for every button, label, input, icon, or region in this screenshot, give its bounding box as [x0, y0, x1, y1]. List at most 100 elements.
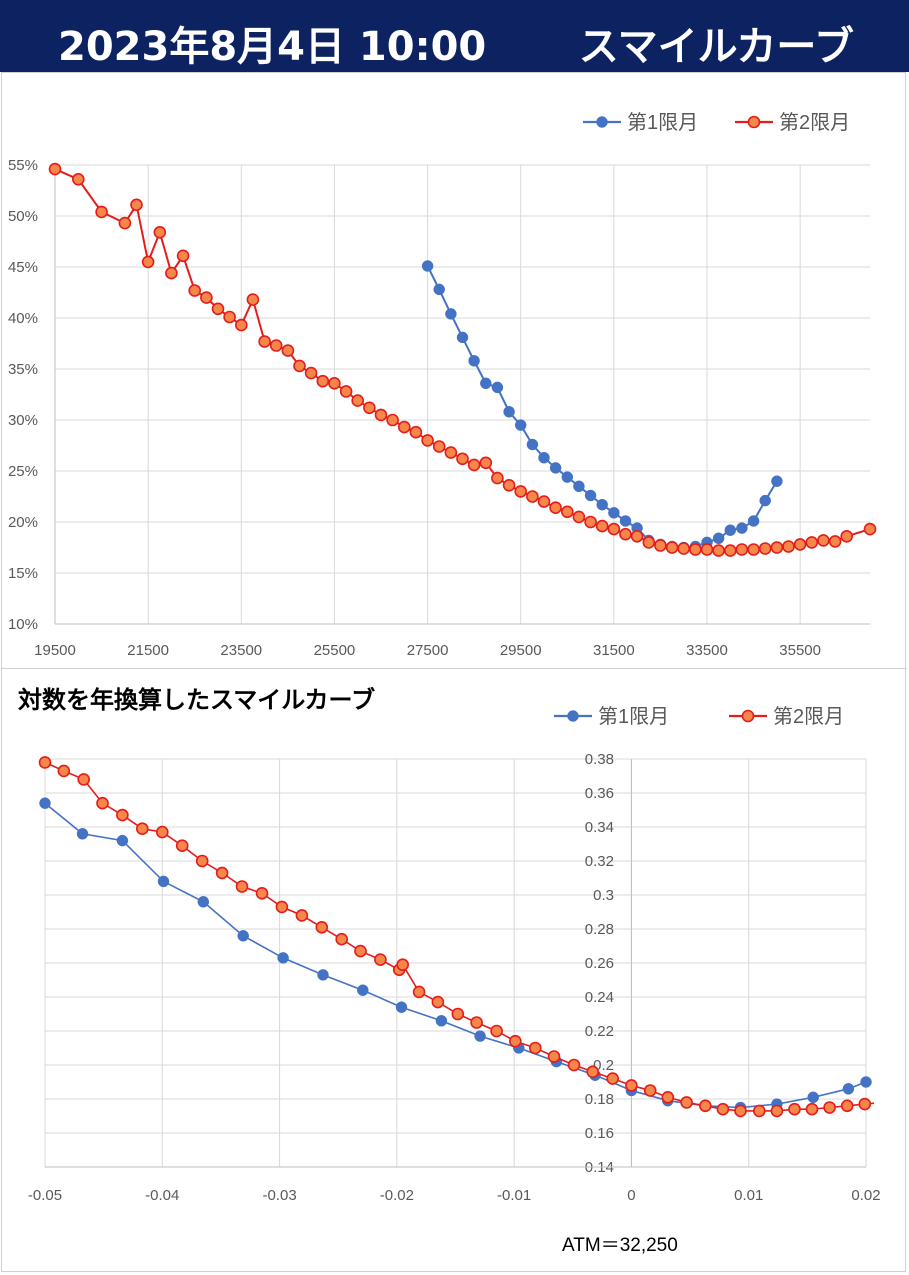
- chart-frame: [1, 72, 906, 1272]
- data-point: [116, 808, 129, 822]
- data-point: [560, 505, 574, 519]
- data-point: [48, 162, 62, 176]
- data-point: [374, 408, 388, 422]
- x-tick-label: -0.03: [262, 1187, 296, 1204]
- data-point: [538, 451, 550, 464]
- data-point: [842, 1083, 855, 1095]
- data-point: [528, 1041, 542, 1055]
- x-tick-label: 31500: [593, 642, 635, 659]
- y-tick-label: 45%: [8, 259, 38, 276]
- data-point: [258, 335, 271, 348]
- data-point: [549, 462, 562, 474]
- data-point: [304, 366, 318, 380]
- data-point: [237, 930, 249, 942]
- data-point: [118, 216, 132, 230]
- data-point: [619, 515, 632, 527]
- data-point: [503, 406, 515, 418]
- data-point: [175, 839, 189, 852]
- data-point: [479, 456, 493, 470]
- x-tick-label: 21500: [127, 642, 169, 659]
- data-point: [805, 1102, 819, 1116]
- series-line: [44, 802, 867, 1109]
- data-point: [514, 419, 527, 431]
- data-point: [277, 952, 289, 964]
- data-point: [606, 1072, 620, 1085]
- data-point: [153, 226, 167, 239]
- data-point: [537, 495, 551, 508]
- legend-marker: [567, 710, 579, 722]
- data-point: [586, 1065, 600, 1079]
- x-tick-label: 29500: [500, 642, 542, 659]
- data-point: [840, 1099, 854, 1113]
- atm-annotation: ATM＝32,250: [562, 1235, 678, 1256]
- legend-marker: [747, 115, 761, 129]
- data-point: [689, 543, 702, 556]
- data-point: [480, 377, 492, 390]
- data-point: [409, 425, 423, 439]
- y-tick-label: 0.16: [585, 1125, 614, 1142]
- data-point: [549, 501, 562, 515]
- data-point: [474, 1030, 486, 1042]
- data-point: [759, 494, 771, 507]
- y-tick-label: 35%: [8, 361, 38, 378]
- data-point: [584, 515, 597, 529]
- data-point: [215, 866, 229, 880]
- y-tick-label: 15%: [8, 565, 38, 582]
- legend-label: 第1限月: [598, 705, 669, 728]
- data-point: [723, 544, 737, 557]
- y-tick-label: 10%: [8, 616, 38, 633]
- data-point: [793, 538, 807, 551]
- series-2: [48, 162, 877, 557]
- data-point: [197, 896, 210, 908]
- y-tick-label: 0.26: [585, 955, 614, 972]
- data-point: [698, 1099, 712, 1113]
- series-line: [44, 761, 874, 1112]
- data-point: [95, 205, 108, 219]
- data-point: [747, 515, 760, 527]
- data-point: [771, 475, 783, 487]
- data-point: [876, 1097, 887, 1108]
- x-tick-label: 0.02: [851, 1187, 880, 1204]
- data-point: [805, 536, 819, 549]
- data-point: [156, 825, 169, 839]
- header-date: 2023年8月4日 10:00: [58, 24, 487, 70]
- data-point: [526, 438, 539, 451]
- data-point: [840, 529, 854, 543]
- series-2: [38, 756, 887, 1118]
- data-point: [665, 541, 679, 554]
- data-point: [116, 834, 129, 847]
- series-1: [421, 260, 783, 554]
- chart2-title: 対数を年換算したスマイルカーブ: [18, 686, 376, 714]
- data-point: [584, 489, 597, 502]
- data-point: [445, 308, 457, 320]
- legend-label: 第1限月: [627, 111, 698, 134]
- data-point: [572, 510, 586, 524]
- data-point: [724, 524, 737, 536]
- data-point: [642, 536, 656, 549]
- data-point: [235, 318, 248, 332]
- data-point: [246, 293, 260, 306]
- y-tick-label: 0.28: [585, 921, 614, 938]
- data-point: [328, 376, 341, 390]
- data-point: [456, 452, 469, 466]
- x-tick-label: 0.01: [734, 1187, 763, 1204]
- data-point: [467, 458, 481, 472]
- data-point: [316, 374, 330, 388]
- x-tick-label: -0.04: [145, 1187, 179, 1204]
- data-point: [433, 283, 445, 296]
- data-point: [770, 541, 784, 554]
- data-point: [315, 920, 329, 934]
- data-point: [269, 339, 283, 352]
- data-point: [595, 519, 609, 533]
- data-point: [863, 522, 877, 536]
- data-point: [858, 1097, 872, 1111]
- data-point: [76, 828, 89, 840]
- x-tick-label: -0.05: [28, 1187, 62, 1204]
- data-point: [573, 480, 585, 493]
- data-point: [758, 542, 772, 555]
- y-tick-label: 0.32: [585, 853, 614, 870]
- data-point: [526, 490, 539, 503]
- data-point: [607, 522, 621, 536]
- data-point: [828, 535, 842, 548]
- data-point: [188, 284, 201, 297]
